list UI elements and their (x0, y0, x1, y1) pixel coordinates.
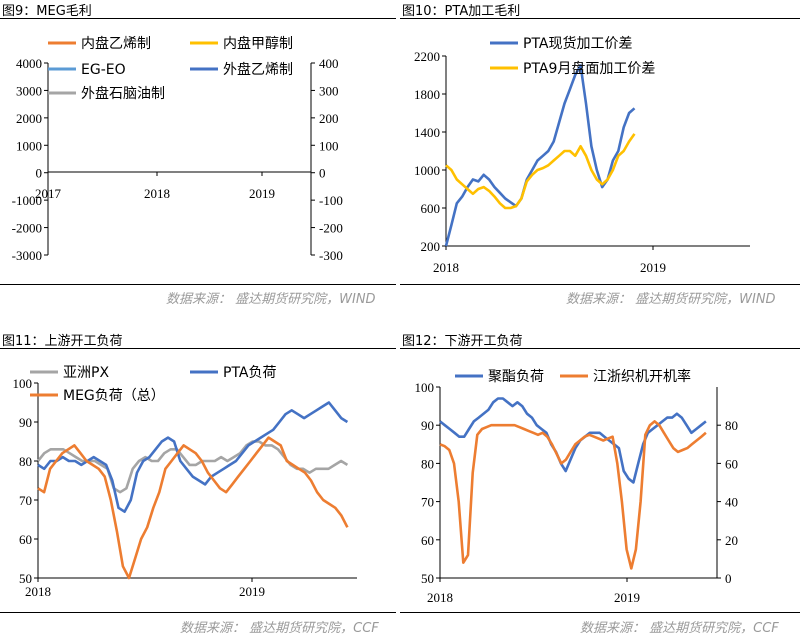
divider (400, 284, 800, 285)
legend-label: PTA现货加工价差 (523, 35, 632, 52)
y-tick-label: 90 (421, 418, 434, 433)
legend-label: 亚洲PX (63, 365, 109, 381)
series-line-meg (37, 436, 349, 580)
x-tick-label: 2018 (427, 590, 453, 605)
downstream-load-chart: 100 90 80 70 60 50 80 60 40 20 0 2018 2019 聚酯负荷 江浙织机开机… (415, 368, 739, 605)
divider (400, 612, 800, 613)
y2-tick-label: -300 (319, 248, 343, 263)
panel-upstream-load: 图11：上游开工负荷 100 90 80 70 60 50 2018 2019 亚洲PX PTA负… (0, 330, 400, 639)
chart-title: 图11：上游开工负荷 (2, 334, 123, 349)
y2-tick-label: 80 (725, 418, 738, 433)
y-tick-label: 80 (19, 454, 32, 469)
y-tick-label: 600 (421, 201, 441, 216)
y2-tick-label: 20 (725, 533, 738, 548)
legend-label: 内盘甲醇制 (223, 35, 293, 52)
source-note: 数据来源： 盛达期货研究院，WIND (166, 292, 376, 307)
series-line-px (36, 440, 349, 494)
y-tick-label: 2200 (414, 49, 440, 64)
x-tick-label: 2018 (433, 260, 459, 275)
x-tick-label: 2019 (640, 260, 666, 275)
x-tick-label: 2019 (614, 590, 640, 605)
series-line-series (439, 420, 707, 570)
x-tick-label: 2018 (144, 186, 170, 201)
legend-label: 聚酯负荷 (488, 369, 544, 385)
y-tick-label: 4000 (16, 56, 42, 71)
y-tick-label: 3000 (16, 83, 42, 98)
chart-title: 图10：PTA加工毛利 (402, 4, 521, 19)
y2-tick-label: 100 (319, 138, 339, 153)
divider (400, 348, 800, 349)
series-line-series (439, 397, 707, 484)
divider (0, 18, 396, 19)
y2-tick-label: 400 (319, 56, 339, 71)
legend-label: 外盘石脑油制 (81, 85, 165, 102)
y-tick-label: 1000 (414, 163, 440, 178)
legend-label: PTA负荷 (223, 365, 276, 381)
x-tick-label: 2018 (25, 584, 51, 599)
y-tick-label: -2000 (12, 221, 42, 236)
y2-tick-label: 40 (725, 495, 738, 510)
y-tick-label: -1000 (12, 193, 42, 208)
y-tick-label: 100 (415, 380, 435, 395)
series-line-pta9 (445, 133, 636, 210)
divider (0, 284, 396, 285)
y-tick-label: 1400 (414, 125, 440, 140)
y2-tick-label: 0 (725, 571, 732, 586)
legend-label: 内盘乙烯制 (81, 35, 151, 52)
x-tick-label: 2017 (35, 186, 62, 201)
y-tick-label: 1800 (414, 87, 440, 102)
y2-tick-label: 300 (319, 83, 339, 98)
y-tick-label: 80 (421, 456, 434, 471)
pta-margin-chart: 2200 1800 1400 1000 600 200 2018 2019 PTA现货加工价差 P… (414, 35, 750, 275)
y-tick-label: 70 (19, 493, 32, 508)
chart-title: 图9：MEG毛利 (2, 4, 92, 19)
y-tick-label: 2000 (16, 111, 42, 126)
y2-tick-label: 60 (725, 456, 738, 471)
y-tick-label: 60 (19, 532, 32, 547)
y-tick-label: -3000 (12, 248, 42, 263)
legend-label: EG-EO (81, 62, 126, 78)
panel-pta-margin: 图10：PTA加工毛利 2200 1800 1400 1000 600 200 2018 20… (400, 0, 801, 310)
legend-label: MEG负荷（总） (63, 388, 165, 404)
y2-tick-label: 200 (319, 111, 339, 126)
y-tick-label: 90 (19, 415, 32, 430)
y2-tick-label: -100 (319, 193, 343, 208)
series-line-pta (444, 64, 636, 247)
y-tick-label: 70 (421, 495, 434, 510)
x-tick-label: 2019 (249, 186, 275, 201)
chart-title: 图12：下游开工负荷 (402, 334, 523, 349)
source-note: 数据来源： 盛达期货研究院，CCF (180, 621, 379, 636)
x-tick-label: 2019 (239, 584, 265, 599)
divider (0, 348, 396, 349)
y-tick-label: 50 (421, 571, 434, 586)
y-tick-label: 200 (421, 239, 441, 254)
y-tick-label: 50 (19, 571, 32, 586)
legend-label: 外盘乙烯制 (223, 61, 293, 78)
y-tick-label: 100 (13, 376, 33, 391)
source-note: 数据来源： 盛达期货研究院，WIND (566, 292, 776, 307)
meg-margin-chart: 40003000200010000-1000-2000-300040030020… (12, 35, 343, 263)
source-note: 数据来源： 盛达期货研究院，CCF (580, 621, 779, 636)
legend-label: 江浙织机开机率 (593, 368, 691, 385)
divider (0, 612, 396, 613)
panel-meg-margin: 图9：MEG毛利 4000 3000 2000 1000 0 -1000 -2000 -300… (0, 0, 400, 310)
divider (400, 18, 800, 19)
y2-tick-label: 0 (319, 166, 326, 181)
panel-downstream-load: 图12：下游开工负荷 100 90 80 70 60 50 80 60 40 20 0 2018 201… (400, 330, 801, 639)
y2-tick-label: -200 (319, 221, 343, 236)
series-line-pta (37, 401, 349, 513)
y-tick-label: 60 (421, 533, 434, 548)
legend-label: PTA9月盘面加工价差 (523, 60, 655, 77)
y-tick-label: 0 (36, 166, 43, 181)
y-tick-label: 1000 (16, 138, 42, 153)
